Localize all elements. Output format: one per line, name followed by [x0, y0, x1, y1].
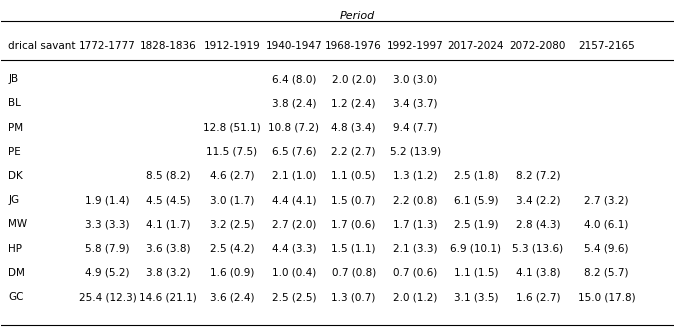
Text: 2.5 (4.2): 2.5 (4.2) — [210, 244, 254, 253]
Text: 1.1 (1.5): 1.1 (1.5) — [454, 268, 498, 278]
Text: 4.4 (3.3): 4.4 (3.3) — [271, 244, 316, 253]
Text: PM: PM — [8, 122, 23, 133]
Text: 3.4 (3.7): 3.4 (3.7) — [394, 98, 437, 108]
Text: 1968-1976: 1968-1976 — [325, 41, 382, 51]
Text: 2.7 (2.0): 2.7 (2.0) — [271, 219, 316, 229]
Text: drical savant: drical savant — [8, 41, 76, 51]
Text: 0.7 (0.6): 0.7 (0.6) — [394, 268, 437, 278]
Text: 6.5 (7.6): 6.5 (7.6) — [271, 147, 316, 157]
Text: 25.4 (12.3): 25.4 (12.3) — [79, 292, 136, 302]
Text: 1940-1947: 1940-1947 — [265, 41, 322, 51]
Text: 6.1 (5.9): 6.1 (5.9) — [454, 195, 498, 205]
Text: 1.5 (1.1): 1.5 (1.1) — [331, 244, 376, 253]
Text: 2.5 (1.8): 2.5 (1.8) — [454, 171, 498, 181]
Text: 8.2 (7.2): 8.2 (7.2) — [516, 171, 560, 181]
Text: 4.8 (3.4): 4.8 (3.4) — [331, 122, 376, 133]
Text: 3.0 (3.0): 3.0 (3.0) — [394, 74, 437, 84]
Text: 1.1 (0.5): 1.1 (0.5) — [331, 171, 376, 181]
Text: 2.0 (2.0): 2.0 (2.0) — [331, 74, 376, 84]
Text: 1.2 (2.4): 1.2 (2.4) — [331, 98, 376, 108]
Text: 4.1 (1.7): 4.1 (1.7) — [146, 219, 190, 229]
Text: 9.4 (7.7): 9.4 (7.7) — [394, 122, 437, 133]
Text: 10.8 (7.2): 10.8 (7.2) — [268, 122, 319, 133]
Text: 1.6 (2.7): 1.6 (2.7) — [516, 292, 560, 302]
Text: 2.8 (4.3): 2.8 (4.3) — [516, 219, 560, 229]
Text: 1992-1997: 1992-1997 — [387, 41, 444, 51]
Text: DK: DK — [8, 171, 23, 181]
Text: 1.9 (1.4): 1.9 (1.4) — [85, 195, 130, 205]
Text: 1828-1836: 1828-1836 — [140, 41, 196, 51]
Text: 3.6 (2.4): 3.6 (2.4) — [210, 292, 254, 302]
Text: 2072-2080: 2072-2080 — [510, 41, 566, 51]
Text: 5.8 (7.9): 5.8 (7.9) — [85, 244, 130, 253]
Text: 1.3 (1.2): 1.3 (1.2) — [394, 171, 437, 181]
Text: 2.7 (3.2): 2.7 (3.2) — [584, 195, 628, 205]
Text: 1.3 (0.7): 1.3 (0.7) — [331, 292, 376, 302]
Text: 2.5 (1.9): 2.5 (1.9) — [454, 219, 498, 229]
Text: 6.9 (10.1): 6.9 (10.1) — [450, 244, 502, 253]
Text: DM: DM — [8, 268, 25, 278]
Text: 15.0 (17.8): 15.0 (17.8) — [578, 292, 635, 302]
Text: PE: PE — [8, 147, 21, 157]
Text: GC: GC — [8, 292, 24, 302]
Text: 6.4 (8.0): 6.4 (8.0) — [271, 74, 316, 84]
Text: 4.9 (5.2): 4.9 (5.2) — [85, 268, 130, 278]
Text: 4.1 (3.8): 4.1 (3.8) — [516, 268, 560, 278]
Text: 11.5 (7.5): 11.5 (7.5) — [207, 147, 258, 157]
Text: 3.8 (3.2): 3.8 (3.2) — [146, 268, 190, 278]
Text: 3.1 (3.5): 3.1 (3.5) — [454, 292, 498, 302]
Text: 1.7 (1.3): 1.7 (1.3) — [394, 219, 437, 229]
Text: 1912-1919: 1912-1919 — [204, 41, 261, 51]
Text: Period: Period — [340, 11, 375, 21]
Text: HP: HP — [8, 244, 22, 253]
Text: 3.8 (2.4): 3.8 (2.4) — [271, 98, 316, 108]
Text: JG: JG — [8, 195, 19, 205]
Text: 2017-2024: 2017-2024 — [448, 41, 504, 51]
Text: 1772-1777: 1772-1777 — [79, 41, 136, 51]
Text: 2.0 (1.2): 2.0 (1.2) — [394, 292, 437, 302]
Text: 2.1 (1.0): 2.1 (1.0) — [271, 171, 316, 181]
Text: 3.6 (3.8): 3.6 (3.8) — [146, 244, 190, 253]
Text: 4.0 (6.1): 4.0 (6.1) — [584, 219, 628, 229]
Text: 3.4 (2.2): 3.4 (2.2) — [516, 195, 560, 205]
Text: 4.6 (2.7): 4.6 (2.7) — [210, 171, 254, 181]
Text: 12.8 (51.1): 12.8 (51.1) — [203, 122, 261, 133]
Text: 0.7 (0.8): 0.7 (0.8) — [331, 268, 376, 278]
Text: 4.4 (4.1): 4.4 (4.1) — [271, 195, 316, 205]
Text: 1.0 (0.4): 1.0 (0.4) — [271, 268, 316, 278]
Text: 2.1 (3.3): 2.1 (3.3) — [394, 244, 437, 253]
Text: 2.5 (2.5): 2.5 (2.5) — [271, 292, 316, 302]
Text: 3.3 (3.3): 3.3 (3.3) — [85, 219, 130, 229]
Text: 4.5 (4.5): 4.5 (4.5) — [146, 195, 190, 205]
Text: 8.5 (8.2): 8.5 (8.2) — [146, 171, 190, 181]
Text: 2.2 (2.7): 2.2 (2.7) — [331, 147, 376, 157]
Text: 1.5 (0.7): 1.5 (0.7) — [331, 195, 376, 205]
Text: 5.2 (13.9): 5.2 (13.9) — [390, 147, 441, 157]
Text: JB: JB — [8, 74, 18, 84]
Text: 14.6 (21.1): 14.6 (21.1) — [139, 292, 197, 302]
Text: 3.2 (2.5): 3.2 (2.5) — [210, 219, 254, 229]
Text: 8.2 (5.7): 8.2 (5.7) — [584, 268, 628, 278]
Text: 2157-2165: 2157-2165 — [578, 41, 634, 51]
Text: 1.6 (0.9): 1.6 (0.9) — [210, 268, 254, 278]
Text: 5.3 (13.6): 5.3 (13.6) — [512, 244, 564, 253]
Text: 2.2 (0.8): 2.2 (0.8) — [394, 195, 437, 205]
Text: BL: BL — [8, 98, 21, 108]
Text: MW: MW — [8, 219, 27, 229]
Text: 1.7 (0.6): 1.7 (0.6) — [331, 219, 376, 229]
Text: 3.0 (1.7): 3.0 (1.7) — [210, 195, 254, 205]
Text: 5.4 (9.6): 5.4 (9.6) — [584, 244, 628, 253]
